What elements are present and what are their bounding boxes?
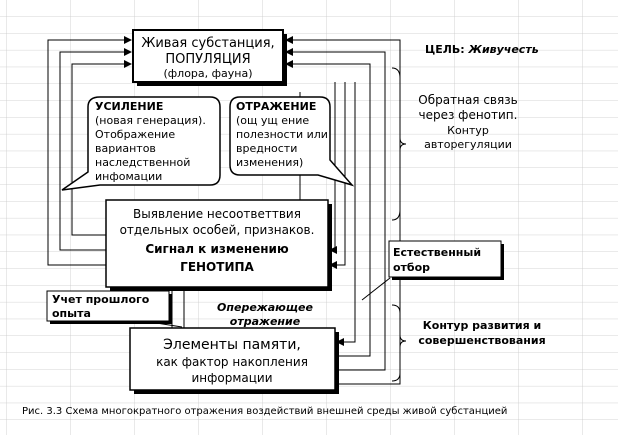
box-text: ГЕНОТИПА bbox=[180, 260, 254, 274]
box-text: информации bbox=[191, 371, 272, 385]
label: отражение bbox=[230, 315, 301, 328]
box-text: Естественный bbox=[393, 246, 481, 259]
goal-label: ЦЕЛЬ: Живучесть bbox=[425, 43, 539, 56]
box-text: Выявление несоответтвия bbox=[133, 207, 301, 221]
box-text: отбор bbox=[393, 261, 430, 274]
label: Опережающее bbox=[217, 301, 313, 314]
callout-text: (новая генерация). bbox=[95, 114, 206, 127]
box-text: как фактор накопления bbox=[156, 355, 308, 369]
detection-box bbox=[105, 199, 329, 288]
callout-text: вредности bbox=[236, 142, 297, 155]
box-text: Живая субстанция, bbox=[141, 36, 274, 51]
population-box bbox=[132, 29, 284, 83]
callout-text: УСИЛЕНИЕ bbox=[95, 100, 163, 113]
memory-box bbox=[129, 327, 336, 391]
callout bbox=[61, 96, 221, 191]
caption: Рис. 3.3 Схема многократного отражения в… bbox=[22, 406, 507, 417]
note-text: авторегуляции bbox=[424, 138, 512, 151]
callout-text: ОТРАЖЕНИЕ bbox=[236, 100, 316, 113]
callout-text: наследственной bbox=[95, 156, 190, 169]
box-text: Учет прошлого bbox=[52, 293, 150, 306]
box-text: Элементы памяти, bbox=[163, 337, 301, 353]
box-text: Сигнал к изменению bbox=[145, 242, 289, 256]
callout-text: изменения) bbox=[236, 156, 303, 169]
selection-box bbox=[388, 240, 502, 278]
callout-text: (ощ ущ ение bbox=[236, 114, 309, 127]
label: Контур развития и bbox=[423, 319, 541, 332]
box-text: (флора, фауна) bbox=[163, 67, 252, 80]
callout-text: инфомации bbox=[95, 170, 162, 183]
box-text: ПОПУЛЯЦИЯ bbox=[165, 52, 250, 67]
goal-key: ЦЕЛЬ: bbox=[425, 43, 465, 56]
experience-box bbox=[46, 290, 170, 322]
note-text: через фенотип. bbox=[419, 108, 518, 122]
callout-text: Отображение bbox=[95, 128, 175, 141]
callout bbox=[229, 96, 355, 187]
goal-value: Живучесть bbox=[467, 43, 538, 56]
label: совершенствования bbox=[418, 334, 545, 347]
box-text: опыта bbox=[52, 307, 91, 320]
callout-text: полезности или bbox=[236, 128, 328, 141]
callout-text: вариантов bbox=[95, 142, 156, 155]
box-text: отдельных особей, признаков. bbox=[120, 223, 315, 237]
note-text: Контур bbox=[447, 124, 489, 137]
note-text: Обратная связь bbox=[418, 93, 517, 107]
